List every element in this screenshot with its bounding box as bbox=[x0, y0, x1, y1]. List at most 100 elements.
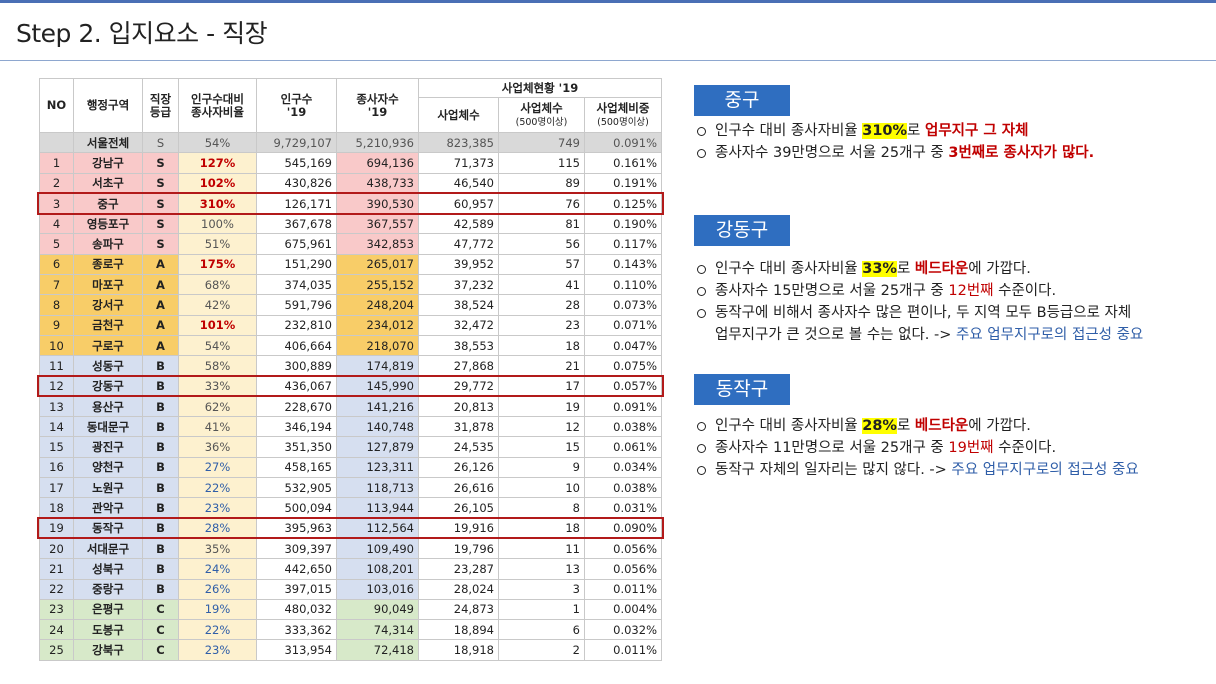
text: 동작구에 비해서 종사자수 많은 편이나, 두 지역 모두 B등급으로 자체 bbox=[715, 305, 1132, 321]
header-district: 행정구역 bbox=[73, 78, 143, 133]
cell-no: 11 bbox=[39, 355, 74, 377]
cell-ratio: 35% bbox=[178, 537, 257, 560]
cell-business-count: 823,385 bbox=[418, 131, 499, 154]
cell-business-count: 26,126 bbox=[418, 456, 499, 479]
cell-no: 10 bbox=[39, 334, 74, 357]
cell-business-count: 27,868 bbox=[418, 355, 499, 377]
cell-population: 300,889 bbox=[256, 355, 337, 377]
table-row-total: 서울전체 S 54% 9,729,107 5,210,936 823,385 7… bbox=[39, 131, 662, 154]
cell-grade: B bbox=[142, 558, 179, 580]
cell-business-count: 28,024 bbox=[418, 578, 499, 600]
section-title-jung: 중구 bbox=[694, 85, 790, 116]
cell-employees: 255,152 bbox=[336, 274, 419, 296]
table-row: 18 관악구 B 23% 500,094 113,944 26,105 8 0.031% bbox=[39, 497, 662, 519]
cell-business-500: 23 bbox=[498, 314, 585, 336]
table-row: 9 금천구 A 101% 232,810 234,012 32,472 23 0.071% bbox=[39, 314, 662, 336]
bullet-jung-2: 종사자수 39만명으로 서울 25개구 중 3번째로 종사자가 많다. bbox=[697, 142, 1094, 164]
text: 로 bbox=[896, 418, 915, 434]
table-row: 4 영등포구 S 100% 367,678 367,557 42,589 81 0.190% bbox=[39, 213, 662, 235]
cell-district: 용산구 bbox=[73, 395, 143, 418]
highlight-value: 310% bbox=[862, 123, 908, 139]
cell-business-500: 17 bbox=[498, 375, 585, 397]
cell-business-500: 21 bbox=[498, 355, 585, 377]
cell-population: 126,171 bbox=[256, 192, 337, 215]
cell-business-500: 115 bbox=[498, 152, 585, 174]
cell-employees: 140,748 bbox=[336, 416, 419, 438]
text: 에 가깝다. bbox=[968, 418, 1031, 434]
cell-business-share: 0.034% bbox=[584, 456, 662, 479]
cell-grade: C bbox=[142, 639, 179, 661]
text: 로 bbox=[896, 261, 915, 277]
table-row: 13 용산구 B 62% 228,670 141,216 20,813 19 0.091% bbox=[39, 395, 662, 418]
cell-employees: 74,314 bbox=[336, 619, 419, 641]
section-title-gangdong: 강동구 bbox=[694, 215, 790, 246]
bullet-jung-1: 인구수 대비 종사자비율 310%로 업무지구 그 자체 bbox=[697, 120, 1094, 142]
cell-ratio: 27% bbox=[178, 456, 257, 479]
cell-business-share: 0.161% bbox=[584, 152, 662, 174]
table-row: 7 마포구 A 68% 374,035 255,152 37,232 41 0.110% bbox=[39, 274, 662, 296]
cell-employees: 694,136 bbox=[336, 152, 419, 174]
cell-business-500: 8 bbox=[498, 497, 585, 519]
cell-employees: 103,016 bbox=[336, 578, 419, 600]
cell-population: 374,035 bbox=[256, 274, 337, 296]
cell-no: 2 bbox=[39, 172, 74, 194]
cell-business-share: 0.031% bbox=[584, 497, 662, 519]
cell-district: 종로구 bbox=[73, 253, 143, 276]
cell-ratio: 22% bbox=[178, 477, 257, 499]
cell-business-500: 76 bbox=[498, 192, 585, 215]
cell-business-count: 39,952 bbox=[418, 253, 499, 276]
bullet-dongjak-2: 종사자수 11만명으로 서울 25개구 중 19번째 수준이다. bbox=[697, 437, 1139, 459]
cell-business-500: 11 bbox=[498, 537, 585, 560]
cell-ratio: 54% bbox=[178, 334, 257, 357]
cell-no: 7 bbox=[39, 274, 74, 296]
cell-employees: 265,017 bbox=[336, 253, 419, 276]
cell-population: 591,796 bbox=[256, 294, 337, 316]
table-row: 15 광진구 B 36% 351,350 127,879 24,535 15 0.061% bbox=[39, 436, 662, 458]
cell-grade: C bbox=[142, 619, 179, 641]
cell-employees: 112,564 bbox=[336, 517, 419, 539]
cell-grade: A bbox=[142, 314, 179, 336]
header-business-500-label: 사업체수 bbox=[520, 100, 563, 115]
cell-ratio: 22% bbox=[178, 619, 257, 641]
cell-business-500: 56 bbox=[498, 233, 585, 255]
cell-ratio: 101% bbox=[178, 314, 257, 336]
cell-district: 중랑구 bbox=[73, 578, 143, 600]
cell-business-500: 9 bbox=[498, 456, 585, 479]
table-row: 8 강서구 A 42% 591,796 248,204 38,524 28 0.073% bbox=[39, 294, 662, 316]
cell-grade: B bbox=[142, 395, 179, 418]
cell-grade: A bbox=[142, 334, 179, 357]
cell-employees: 127,879 bbox=[336, 436, 419, 458]
emphasis-text: 베드타운 bbox=[914, 418, 969, 434]
header-business-share-sub: (500명이상) bbox=[597, 116, 649, 128]
cell-ratio: 310% bbox=[178, 192, 257, 215]
highlight-value: 33% bbox=[862, 261, 897, 277]
cell-employees: 438,733 bbox=[336, 172, 419, 194]
cell-business-count: 18,918 bbox=[418, 639, 499, 661]
section-dongjak-bullets: 인구수 대비 종사자비율 28%로 베드타운에 가깝다. 종사자수 11만명으로… bbox=[697, 415, 1139, 481]
text: 인구수 대비 종사자비율 bbox=[715, 123, 863, 139]
header-grade: 직장 등급 bbox=[142, 78, 179, 133]
cell-no bbox=[39, 131, 74, 154]
cell-no: 5 bbox=[39, 233, 74, 255]
cell-business-count: 20,813 bbox=[418, 395, 499, 418]
cell-district: 강남구 bbox=[73, 152, 143, 174]
cell-business-500: 12 bbox=[498, 416, 585, 438]
cell-employees: 390,530 bbox=[336, 192, 419, 215]
cell-population: 532,905 bbox=[256, 477, 337, 499]
cell-employees: 234,012 bbox=[336, 314, 419, 336]
cell-district: 마포구 bbox=[73, 274, 143, 296]
cell-grade: B bbox=[142, 477, 179, 499]
cell-business-count: 38,553 bbox=[418, 334, 499, 357]
section-title-dongjak: 동작구 bbox=[694, 374, 790, 405]
cell-business-count: 23,287 bbox=[418, 558, 499, 580]
cell-business-share: 0.032% bbox=[584, 619, 662, 641]
text: 업무지구가 큰 것으로 볼 수는 없다. -> bbox=[715, 327, 957, 343]
cell-business-share: 0.071% bbox=[584, 314, 662, 336]
text: 종사자수 39만명으로 서울 25개구 중 bbox=[715, 145, 949, 161]
cell-no: 8 bbox=[39, 294, 74, 316]
cell-ratio: 23% bbox=[178, 497, 257, 519]
cell-no: 14 bbox=[39, 416, 74, 438]
cell-business-count: 31,878 bbox=[418, 416, 499, 438]
cell-business-share: 0.056% bbox=[584, 558, 662, 580]
cell-district: 구로구 bbox=[73, 334, 143, 357]
